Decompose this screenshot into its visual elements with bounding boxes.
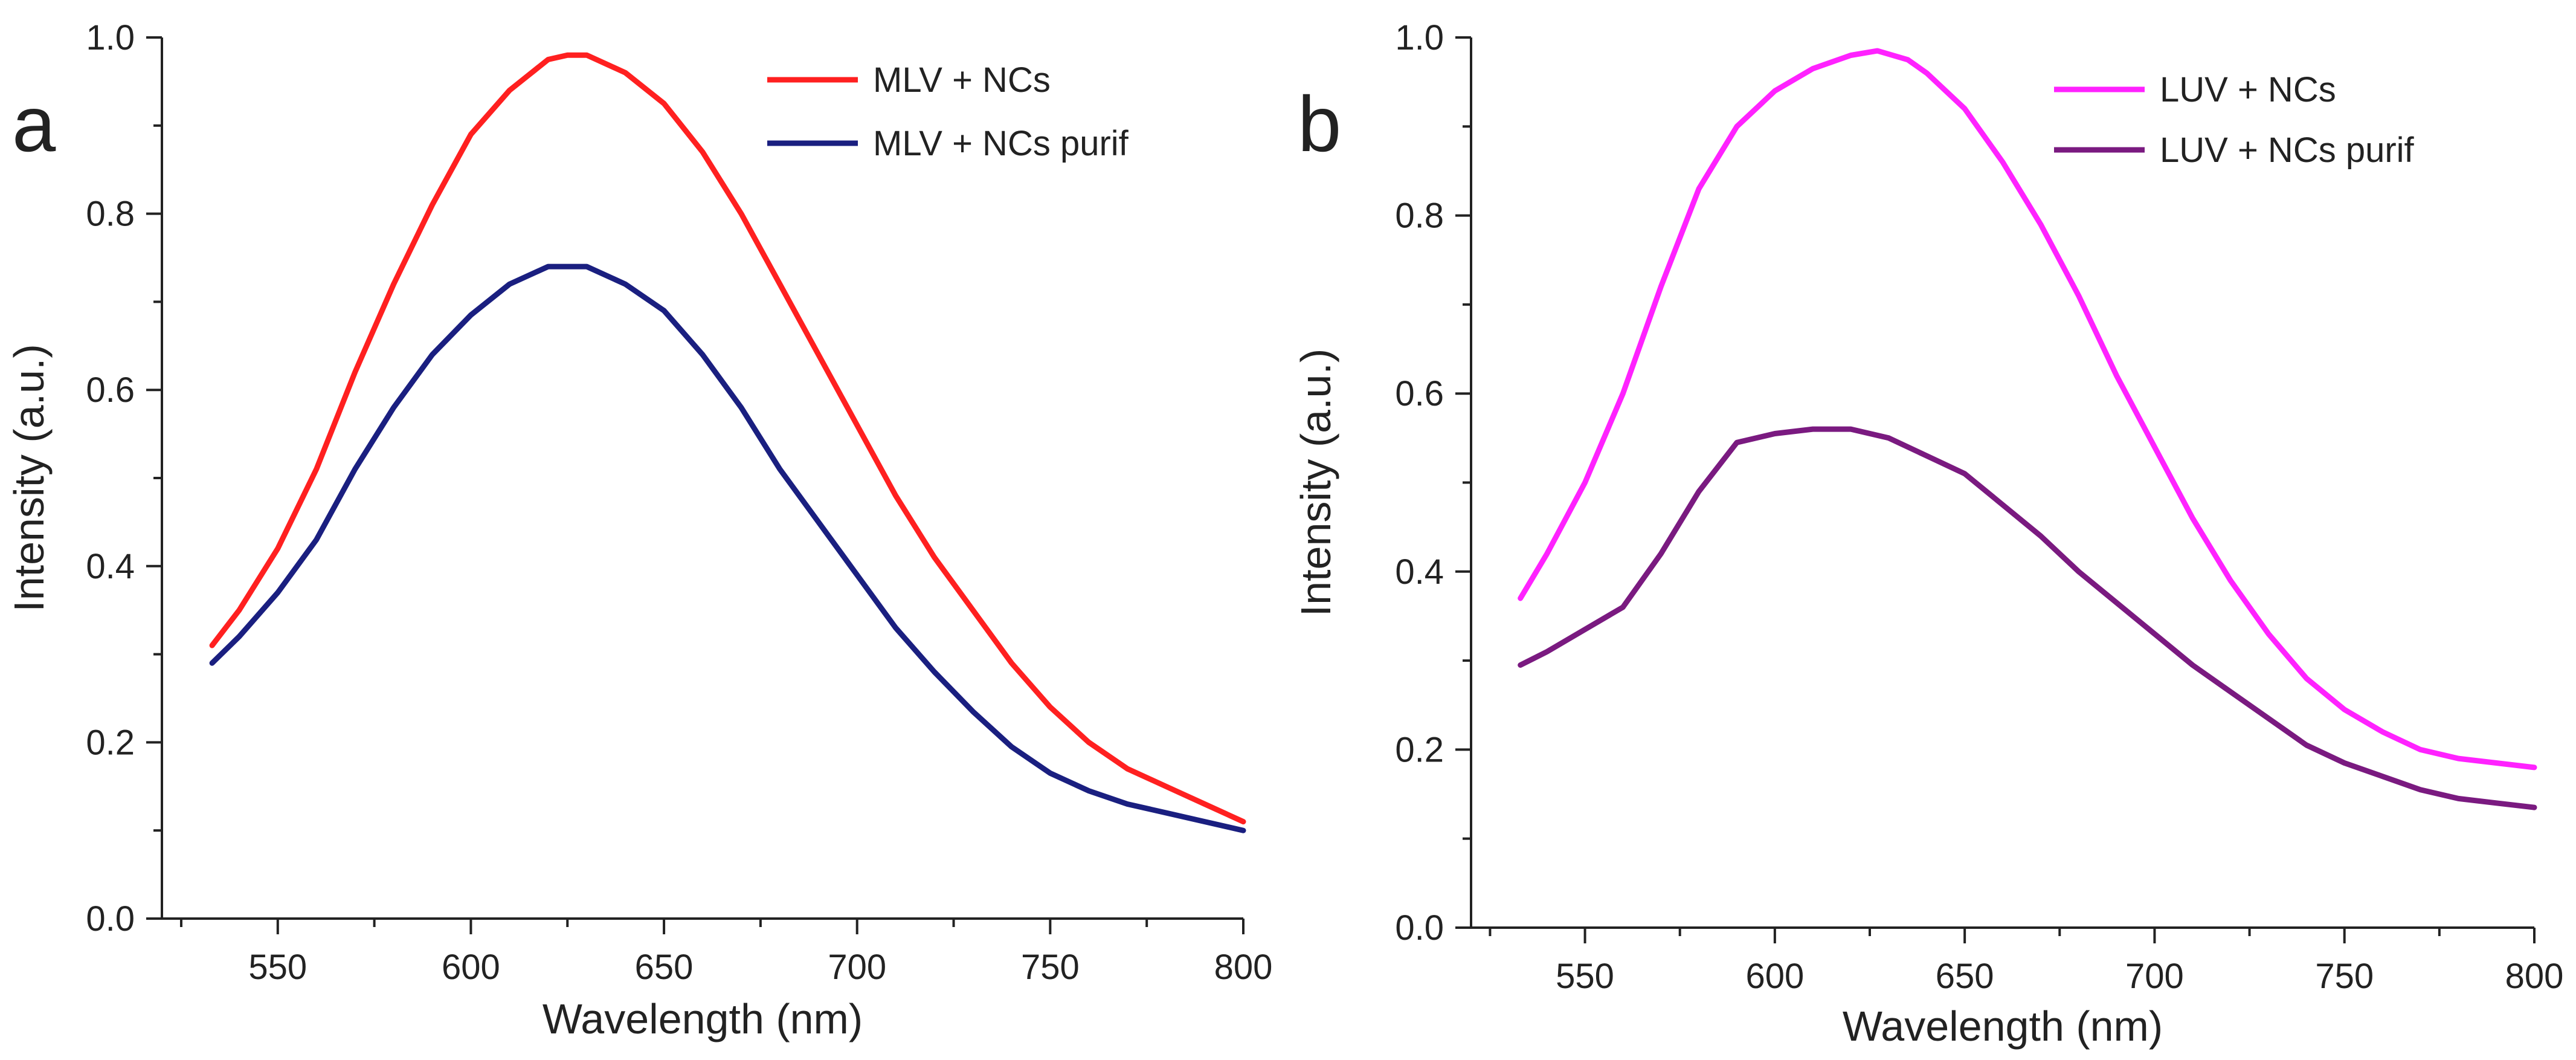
x-axis-title: Wavelength (nm) xyxy=(543,995,863,1042)
x-tick-label: 800 xyxy=(2505,957,2564,996)
series-line-luv-ncs xyxy=(1518,48,2537,771)
y-tick-label: 0.6 xyxy=(86,370,135,410)
x-tick-label: 750 xyxy=(2315,957,2374,996)
x-tick-label: 550 xyxy=(1556,957,1614,996)
x-tick-label: 700 xyxy=(828,948,886,987)
y-axis-title: Intensity (a.u.) xyxy=(1292,349,1339,617)
x-tick-label: 700 xyxy=(2125,957,2184,996)
y-tick-label: 0.6 xyxy=(1395,374,1444,413)
y-tick-label: 0.8 xyxy=(86,195,135,234)
y-tick-label: 1.0 xyxy=(1395,18,1444,57)
panel-b: 550 600 650 700 750 800 0.0 0.2 0.4 0.6 0.8 1.0 Wave… xyxy=(1292,18,2563,1050)
x-tick-label: 600 xyxy=(442,948,500,987)
y-axis-title: Intensity (a.u.) xyxy=(5,344,53,612)
x-tick-label: 750 xyxy=(1021,948,1080,987)
x-tick-label: 550 xyxy=(248,948,307,987)
panel-letter: a xyxy=(12,80,56,168)
x-axis-title: Wavelength (nm) xyxy=(1843,1003,2163,1050)
legend-label: LUV + NCs xyxy=(2160,70,2336,109)
x-tick-label: 650 xyxy=(1936,957,1994,996)
series-line-luv-ncs-purif xyxy=(1518,426,2537,810)
legend-label: MLV + NCs purif xyxy=(873,124,1129,163)
series-line-mlv-ncs-purif xyxy=(209,263,1246,833)
y-tick-label: 0.4 xyxy=(1395,552,1444,592)
panel-letter: b xyxy=(1298,80,1341,168)
x-tick-label: 600 xyxy=(1745,957,1804,996)
y-tick-label: 0.2 xyxy=(86,723,135,762)
legend-label: MLV + NCs xyxy=(873,60,1051,100)
y-tick-label: 0.0 xyxy=(1395,908,1444,948)
series-line-mlv-ncs xyxy=(209,52,1246,825)
y-tick-label: 0.0 xyxy=(86,899,135,939)
panel-a: 550 600 650 700 750 800 0.0 0.2 0.4 0.6 0.8 1.0 Wave… xyxy=(5,18,1272,1042)
x-tick-label: 650 xyxy=(635,948,694,987)
y-tick-label: 0.8 xyxy=(1395,196,1444,236)
legend-label: LUV + NCs purif xyxy=(2160,131,2415,170)
y-tick-label: 1.0 xyxy=(86,18,135,57)
x-tick-label: 800 xyxy=(1214,948,1273,987)
y-tick-label: 0.4 xyxy=(86,547,135,586)
y-tick-label: 0.2 xyxy=(1395,730,1444,769)
